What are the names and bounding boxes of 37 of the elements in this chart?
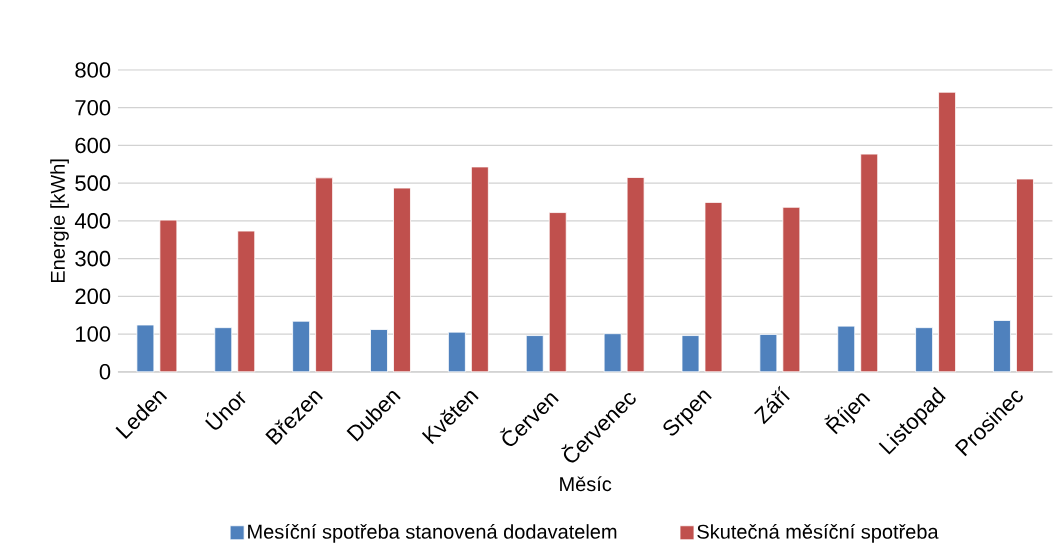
bar — [548, 212, 567, 373]
bar — [292, 321, 311, 373]
bar — [759, 334, 778, 373]
bar — [603, 333, 622, 373]
bar — [915, 327, 933, 373]
y-axis-title: Energie [kWh] — [50, 159, 69, 283]
bar — [782, 207, 801, 373]
y-tick-label: 600 — [75, 137, 111, 154]
bar — [159, 219, 178, 373]
bar — [681, 335, 700, 373]
bar — [704, 202, 723, 373]
y-tick-label: 0 — [99, 364, 111, 380]
bar — [938, 92, 956, 373]
bar — [470, 166, 489, 373]
legend-label: Mesíční spotřeba stanovená dodavatelem — [248, 524, 617, 543]
y-tick-label: 200 — [75, 288, 111, 305]
bar — [393, 187, 411, 373]
bar — [136, 324, 155, 373]
y-tick-label: 100 — [76, 326, 111, 343]
bar — [370, 329, 388, 373]
y-tick-label: 400 — [74, 213, 111, 229]
bar — [447, 331, 466, 373]
y-tick-label: 800 — [75, 62, 111, 78]
bar — [993, 320, 1011, 373]
bar — [626, 177, 645, 373]
bar — [315, 177, 334, 373]
bar — [237, 230, 256, 373]
bar — [837, 325, 856, 373]
y-tick-label: 500 — [75, 175, 111, 192]
bar — [860, 153, 879, 373]
bar — [214, 327, 233, 373]
y-tick-label: 300 — [75, 251, 111, 267]
bar — [525, 335, 544, 373]
bar — [1016, 178, 1034, 373]
legend-label: Skutečná měsíční spotřeba — [697, 524, 939, 543]
y-tick-label: 700 — [75, 100, 111, 116]
x-axis-title: Měsíc — [560, 476, 612, 492]
